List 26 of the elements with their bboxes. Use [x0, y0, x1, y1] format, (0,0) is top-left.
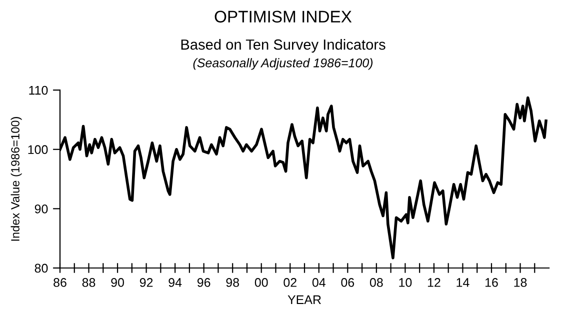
x-tick-label: 00 [254, 278, 268, 287]
x-tick-label: 98 [226, 278, 239, 287]
text: (Seasonally Adjusted 1986=100) [193, 58, 373, 70]
chart-subtitle: Based on Ten Survey Indicators [181, 39, 386, 53]
x-tick-label: 94 [168, 278, 182, 287]
x-tick-label: 96 [197, 278, 210, 287]
chart-title: OPTIMISM INDEX [214, 10, 352, 23]
x-tick-label: 14 [456, 278, 470, 287]
y-tick-label: 100 [28, 145, 48, 154]
x-tick-label: 08 [370, 278, 383, 287]
x-tick-label: 04 [312, 278, 326, 287]
y-tick-label: 90 [34, 204, 48, 214]
y-tick-label: 110 [29, 86, 48, 95]
x-tick-label: 92 [140, 278, 153, 287]
x-tick-label: 86 [54, 278, 66, 287]
x-tick-label: 16 [485, 278, 498, 287]
x-tick-label: 90 [111, 278, 124, 287]
y-axis-title: Index Value (1986=100) [10, 117, 22, 241]
x-tick-label: 06 [341, 278, 354, 287]
x-tick-label: 02 [284, 278, 296, 287]
x-tick-label: 12 [428, 278, 440, 287]
x-axis-title: YEAR [288, 295, 321, 304]
x-tick-label: 18 [514, 278, 527, 287]
x-tick-label: 88 [82, 278, 96, 287]
y-tick-label: 80 [34, 264, 48, 273]
x-tick-label: 10 [399, 278, 412, 287]
